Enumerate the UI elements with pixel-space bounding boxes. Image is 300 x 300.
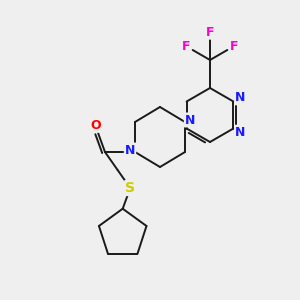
Text: N: N <box>235 126 246 139</box>
Text: O: O <box>91 119 101 132</box>
Text: S: S <box>125 181 135 195</box>
Text: F: F <box>182 40 190 52</box>
Text: F: F <box>230 40 238 52</box>
Text: N: N <box>235 91 246 104</box>
Text: N: N <box>185 113 195 127</box>
Text: N: N <box>125 143 135 157</box>
Text: F: F <box>206 26 214 38</box>
